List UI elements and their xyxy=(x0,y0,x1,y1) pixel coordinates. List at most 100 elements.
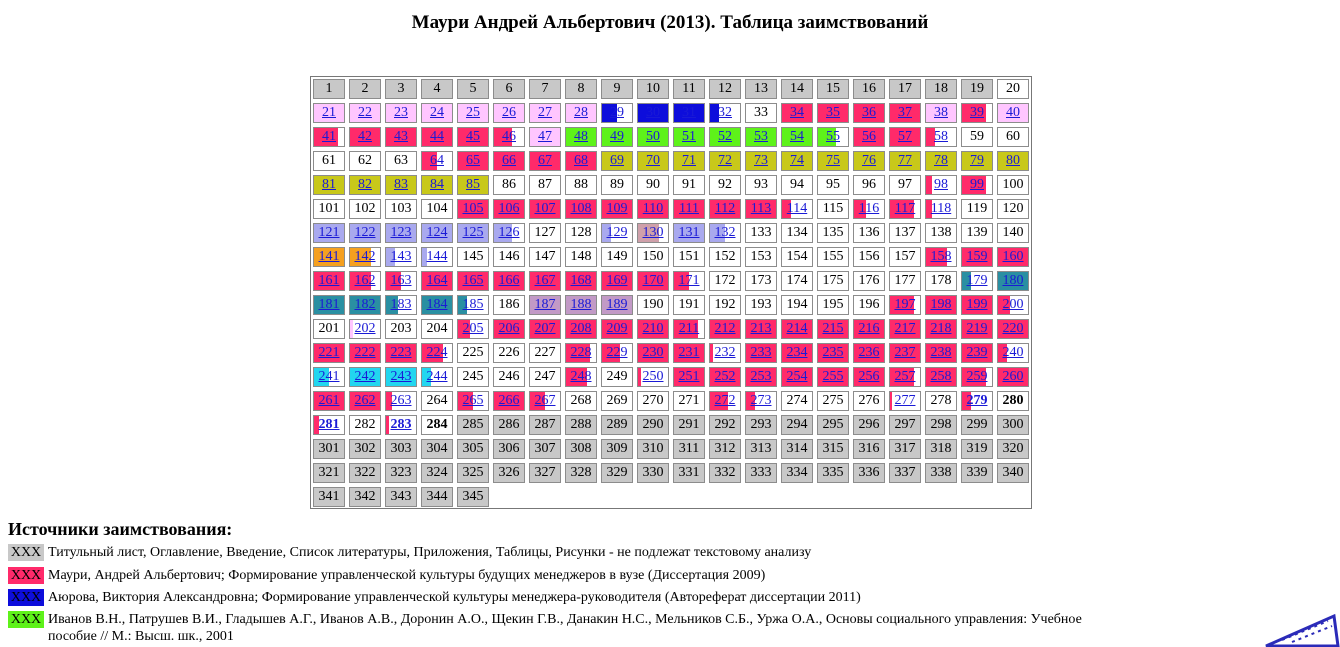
page-cell-56[interactable]: 56 xyxy=(853,127,885,147)
page-cell-222[interactable]: 222 xyxy=(349,343,381,363)
page-cell-106[interactable]: 106 xyxy=(493,199,525,219)
page-cell-32[interactable]: 32 xyxy=(709,103,741,123)
page-cell-71[interactable]: 71 xyxy=(673,151,705,171)
page-cell-181[interactable]: 181 xyxy=(313,295,345,315)
page-cell-251[interactable]: 251 xyxy=(673,367,705,387)
page-cell-121[interactable]: 121 xyxy=(313,223,345,243)
page-cell-54[interactable]: 54 xyxy=(781,127,813,147)
page-cell-182[interactable]: 182 xyxy=(349,295,381,315)
page-cell-267[interactable]: 267 xyxy=(529,391,561,411)
page-cell-40[interactable]: 40 xyxy=(997,103,1029,123)
page-cell-78[interactable]: 78 xyxy=(925,151,957,171)
page-cell-215[interactable]: 215 xyxy=(817,319,849,339)
page-cell-81[interactable]: 81 xyxy=(313,175,345,195)
page-cell-31[interactable]: 31 xyxy=(673,103,705,123)
page-cell-28[interactable]: 28 xyxy=(565,103,597,123)
page-cell-229[interactable]: 229 xyxy=(601,343,633,363)
page-cell-53[interactable]: 53 xyxy=(745,127,777,147)
page-cell-73[interactable]: 73 xyxy=(745,151,777,171)
page-cell-277[interactable]: 277 xyxy=(889,391,921,411)
page-cell-262[interactable]: 262 xyxy=(349,391,381,411)
page-cell-234[interactable]: 234 xyxy=(781,343,813,363)
page-cell-281[interactable]: 281 xyxy=(313,415,345,435)
page-cell-117[interactable]: 117 xyxy=(889,199,921,219)
page-cell-205[interactable]: 205 xyxy=(457,319,489,339)
page-cell-183[interactable]: 183 xyxy=(385,295,417,315)
page-cell-253[interactable]: 253 xyxy=(745,367,777,387)
page-cell-171[interactable]: 171 xyxy=(673,271,705,291)
page-cell-260[interactable]: 260 xyxy=(997,367,1029,387)
page-cell-237[interactable]: 237 xyxy=(889,343,921,363)
page-cell-179[interactable]: 179 xyxy=(961,271,993,291)
page-cell-74[interactable]: 74 xyxy=(781,151,813,171)
page-cell-255[interactable]: 255 xyxy=(817,367,849,387)
page-cell-217[interactable]: 217 xyxy=(889,319,921,339)
page-cell-52[interactable]: 52 xyxy=(709,127,741,147)
page-cell-206[interactable]: 206 xyxy=(493,319,525,339)
page-cell-122[interactable]: 122 xyxy=(349,223,381,243)
page-cell-75[interactable]: 75 xyxy=(817,151,849,171)
page-cell-132[interactable]: 132 xyxy=(709,223,741,243)
page-cell-263[interactable]: 263 xyxy=(385,391,417,411)
page-cell-105[interactable]: 105 xyxy=(457,199,489,219)
page-cell-279[interactable]: 279 xyxy=(961,391,993,411)
page-cell-55[interactable]: 55 xyxy=(817,127,849,147)
page-cell-236[interactable]: 236 xyxy=(853,343,885,363)
page-cell-218[interactable]: 218 xyxy=(925,319,957,339)
page-cell-45[interactable]: 45 xyxy=(457,127,489,147)
page-cell-213[interactable]: 213 xyxy=(745,319,777,339)
page-cell-85[interactable]: 85 xyxy=(457,175,489,195)
page-cell-114[interactable]: 114 xyxy=(781,199,813,219)
page-cell-248[interactable]: 248 xyxy=(565,367,597,387)
page-cell-228[interactable]: 228 xyxy=(565,343,597,363)
page-cell-202[interactable]: 202 xyxy=(349,319,381,339)
page-cell-23[interactable]: 23 xyxy=(385,103,417,123)
page-cell-283[interactable]: 283 xyxy=(385,415,417,435)
page-cell-223[interactable]: 223 xyxy=(385,343,417,363)
page-cell-221[interactable]: 221 xyxy=(313,343,345,363)
page-cell-118[interactable]: 118 xyxy=(925,199,957,219)
page-cell-66[interactable]: 66 xyxy=(493,151,525,171)
page-cell-35[interactable]: 35 xyxy=(817,103,849,123)
page-cell-254[interactable]: 254 xyxy=(781,367,813,387)
page-cell-161[interactable]: 161 xyxy=(313,271,345,291)
page-cell-184[interactable]: 184 xyxy=(421,295,453,315)
page-cell-57[interactable]: 57 xyxy=(889,127,921,147)
page-cell-27[interactable]: 27 xyxy=(529,103,561,123)
page-cell-46[interactable]: 46 xyxy=(493,127,525,147)
page-cell-26[interactable]: 26 xyxy=(493,103,525,123)
page-cell-211[interactable]: 211 xyxy=(673,319,705,339)
page-cell-180[interactable]: 180 xyxy=(997,271,1029,291)
page-cell-58[interactable]: 58 xyxy=(925,127,957,147)
page-cell-210[interactable]: 210 xyxy=(637,319,669,339)
page-cell-185[interactable]: 185 xyxy=(457,295,489,315)
page-cell-170[interactable]: 170 xyxy=(637,271,669,291)
page-cell-109[interactable]: 109 xyxy=(601,199,633,219)
page-cell-160[interactable]: 160 xyxy=(997,247,1029,267)
page-cell-83[interactable]: 83 xyxy=(385,175,417,195)
page-cell-25[interactable]: 25 xyxy=(457,103,489,123)
page-cell-39[interactable]: 39 xyxy=(961,103,993,123)
page-cell-242[interactable]: 242 xyxy=(349,367,381,387)
page-cell-235[interactable]: 235 xyxy=(817,343,849,363)
page-cell-197[interactable]: 197 xyxy=(889,295,921,315)
page-cell-131[interactable]: 131 xyxy=(673,223,705,243)
page-cell-158[interactable]: 158 xyxy=(925,247,957,267)
page-cell-123[interactable]: 123 xyxy=(385,223,417,243)
page-cell-238[interactable]: 238 xyxy=(925,343,957,363)
page-cell-162[interactable]: 162 xyxy=(349,271,381,291)
page-cell-259[interactable]: 259 xyxy=(961,367,993,387)
page-cell-239[interactable]: 239 xyxy=(961,343,993,363)
page-cell-84[interactable]: 84 xyxy=(421,175,453,195)
page-cell-110[interactable]: 110 xyxy=(637,199,669,219)
page-cell-50[interactable]: 50 xyxy=(637,127,669,147)
page-cell-70[interactable]: 70 xyxy=(637,151,669,171)
page-cell-272[interactable]: 272 xyxy=(709,391,741,411)
page-cell-69[interactable]: 69 xyxy=(601,151,633,171)
page-cell-129[interactable]: 129 xyxy=(601,223,633,243)
page-cell-240[interactable]: 240 xyxy=(997,343,1029,363)
page-cell-108[interactable]: 108 xyxy=(565,199,597,219)
page-cell-116[interactable]: 116 xyxy=(853,199,885,219)
page-cell-244[interactable]: 244 xyxy=(421,367,453,387)
page-cell-126[interactable]: 126 xyxy=(493,223,525,243)
